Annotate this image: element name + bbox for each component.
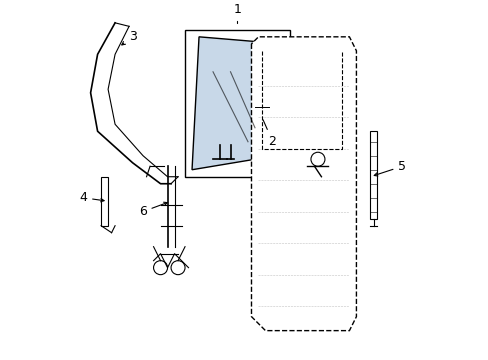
Text: 6: 6 [139,202,167,218]
Circle shape [310,152,325,166]
Text: 2: 2 [263,120,276,148]
Polygon shape [101,177,108,226]
Polygon shape [192,37,283,170]
Text: 5: 5 [373,160,406,176]
Polygon shape [369,131,377,219]
Text: 3: 3 [122,30,136,45]
Bar [184,30,289,177]
Circle shape [153,261,167,275]
Circle shape [171,261,184,275]
Text: 1: 1 [233,3,241,23]
Text: 4: 4 [79,191,104,204]
Polygon shape [251,37,356,330]
Bar [254,96,268,114]
